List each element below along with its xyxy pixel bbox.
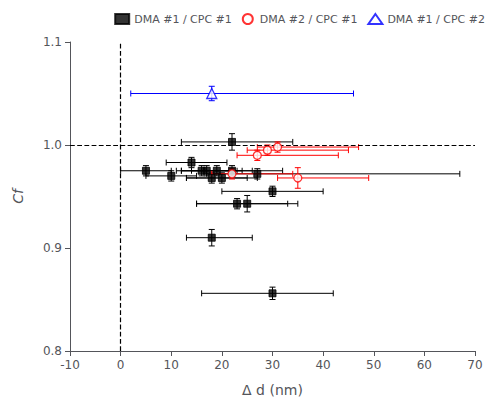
svg-text:0.8: 0.8 bbox=[43, 344, 62, 358]
svg-text:DMA #1 / CPC #2: DMA #1 / CPC #2 bbox=[387, 13, 485, 26]
svg-text:20: 20 bbox=[214, 358, 229, 372]
svg-text:60: 60 bbox=[417, 358, 432, 372]
svg-text:Δ d (nm): Δ d (nm) bbox=[242, 382, 303, 398]
svg-text:DMA #1 / CPC #1: DMA #1 / CPC #1 bbox=[134, 13, 232, 26]
svg-text:40: 40 bbox=[315, 358, 330, 372]
svg-text:0.9: 0.9 bbox=[43, 241, 62, 255]
svg-text:0: 0 bbox=[117, 358, 125, 372]
svg-text:10: 10 bbox=[164, 358, 179, 372]
svg-text:50: 50 bbox=[366, 358, 381, 372]
svg-text:1.0: 1.0 bbox=[43, 138, 62, 152]
svg-text:70: 70 bbox=[467, 358, 482, 372]
svg-text:1.1: 1.1 bbox=[43, 35, 62, 49]
svg-text:30: 30 bbox=[265, 358, 280, 372]
svg-text:Cf: Cf bbox=[10, 187, 26, 204]
svg-text:-10: -10 bbox=[60, 358, 80, 372]
svg-text:DMA #2 / CPC #1: DMA #2 / CPC #1 bbox=[260, 13, 358, 26]
